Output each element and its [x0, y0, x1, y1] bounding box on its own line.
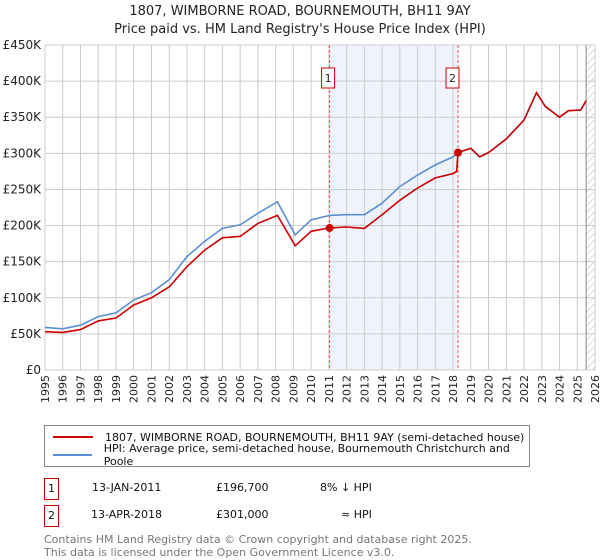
chart-title: 1807, WIMBORNE ROAD, BOURNEMOUTH, BH11 9… [129, 4, 471, 19]
sale-point [325, 223, 334, 232]
transaction-badge: 2 [44, 505, 59, 527]
transaction-row: 2 13-APR-2018 £301,000 ≈ HPI [44, 505, 444, 527]
x-tick-label: 2020 [483, 375, 496, 403]
transaction-date: 13-JAN-2011 [92, 481, 162, 494]
footer-copyright: Contains HM Land Registry data © Crown c… [44, 533, 472, 546]
chart-subtitle: Price paid vs. HM Land Registry's House … [114, 22, 486, 37]
legend-item-property: 1807, WIMBORNE ROAD, BOURNEMOUTH, BH11 9… [53, 429, 524, 445]
x-tick-label: 2006 [234, 375, 247, 403]
x-tick-label: 2004 [199, 375, 212, 403]
x-tick-label: 1998 [92, 375, 105, 403]
x-tick-label: 2015 [394, 375, 407, 403]
x-tick-label: 2001 [145, 375, 158, 403]
x-tick-label: 2012 [341, 375, 354, 403]
sale-marker-box [445, 67, 460, 89]
y-tick-label: £250K [3, 182, 43, 196]
forecast-hatch [586, 45, 595, 370]
transaction-hpi: 8% ↓ HPI [320, 481, 372, 494]
transaction-badge: 1 [44, 478, 59, 500]
transaction-price: £301,000 [216, 508, 269, 521]
y-tick-label: £200K [3, 219, 43, 233]
x-tick-label: 2000 [128, 375, 141, 403]
hpi-line [44, 91, 587, 330]
legend-label-hpi: HPI: Average price, semi-detached house,… [103, 442, 510, 468]
y-tick-label: £300K [3, 146, 43, 160]
x-tick-label: 2002 [163, 375, 176, 403]
x-tick-label: 1996 [57, 375, 70, 403]
sale-marker-label: 1 [325, 72, 332, 85]
x-tick-label: 2024 [554, 375, 567, 403]
transaction-price: £196,700 [216, 481, 269, 494]
x-tick-label: 2017 [429, 375, 442, 403]
sale-marker-box [321, 67, 336, 89]
y-tick-label: £350K [3, 110, 43, 124]
y-tick-label: £100K [3, 291, 43, 305]
plot-frame [44, 44, 596, 371]
shaded-period [329, 45, 459, 370]
legend: 1807, WIMBORNE ROAD, BOURNEMOUTH, BH11 9… [44, 425, 530, 468]
x-tick-label: 1997 [74, 375, 87, 403]
x-tick-label: 2007 [252, 375, 265, 403]
x-tick-label: 2021 [500, 375, 513, 403]
y-tick-label: £450K [3, 38, 43, 52]
sale-point [454, 148, 463, 157]
x-tick-label: 2010 [305, 375, 318, 403]
x-tick-label: 2016 [412, 375, 425, 403]
x-tick-label: 2022 [518, 375, 531, 403]
x-tick-label: 2019 [465, 375, 478, 403]
x-tick-label: 2011 [323, 375, 336, 403]
x-tick-label: 2009 [287, 375, 300, 403]
x-tick-label: 2008 [270, 375, 283, 403]
x-tick-label: 2014 [376, 375, 389, 403]
x-tick-label: 2026 [589, 375, 600, 403]
x-tick-label: 2025 [571, 375, 584, 403]
transaction-date: 13-APR-2018 [91, 508, 163, 521]
transaction-row: 1 13-JAN-2011 £196,700 8% ↓ HPI [44, 478, 444, 500]
legend-label-property: 1807, WIMBORNE ROAD, BOURNEMOUTH, BH11 9… [105, 430, 525, 444]
legend-item-hpi: HPI: Average price, semi-detached house,… [53, 442, 529, 468]
x-tick-label: 2013 [358, 375, 371, 403]
sale-marker-label: 2 [449, 72, 456, 85]
footer-licence: This data is licensed under the Open Gov… [44, 546, 395, 559]
transaction-hpi: ≈ HPI [341, 508, 372, 521]
x-tick-label: 2018 [447, 375, 460, 403]
x-tick-label: 1999 [110, 375, 123, 403]
x-tick-label: 2005 [216, 375, 229, 403]
property-price-line [44, 91, 587, 334]
y-tick-label: £400K [3, 74, 43, 88]
y-tick-label: £150K [3, 255, 43, 269]
x-tick-label: 2003 [181, 375, 194, 403]
x-tick-label: 2023 [536, 375, 549, 403]
y-tick-label: £0 [26, 363, 41, 377]
y-tick-label: £50K [10, 327, 42, 341]
x-tick-label: 1995 [39, 375, 52, 403]
plot: 1995 1996 1997 1998 1999 2000 2001 2002 2003 2004… [3, 38, 600, 403]
